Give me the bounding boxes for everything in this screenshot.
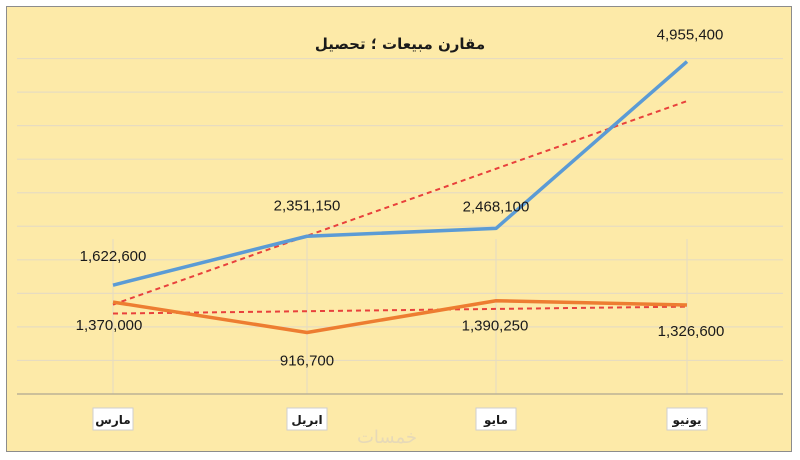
- x-tick-box: [475, 407, 517, 431]
- x-tick-label: مايو: [483, 413, 508, 428]
- watermark-text: خمسات: [357, 427, 417, 448]
- trendline: [112, 305, 688, 315]
- trendlines: [112, 100, 688, 315]
- series-line: [112, 60, 689, 287]
- data-label: 1,622,600: [80, 248, 147, 265]
- chart-frame: 1,622,600 2,351,150 2,468,100 4,955,400 1,37…: [6, 6, 792, 452]
- x-tick-label: ابريل: [291, 413, 322, 427]
- x-tick-box: [286, 407, 328, 431]
- data-label: 2,468,100: [463, 198, 530, 215]
- data-label: 2,351,150: [274, 197, 341, 214]
- gridlines: [17, 57, 783, 395]
- series-lines: [112, 60, 689, 335]
- trendline: [112, 100, 688, 306]
- x-tick-label: يونيو: [672, 413, 702, 428]
- x-tick-label: مارس: [95, 413, 130, 427]
- data-label: 1,326,600: [658, 323, 725, 340]
- data-label: 1,390,250: [462, 318, 529, 335]
- category-tick-lines: [112, 239, 688, 394]
- x-axis: مارس ابريل مايو يونيو: [17, 393, 783, 431]
- x-tick-box: [92, 407, 134, 431]
- data-label: 1,370,000: [76, 317, 143, 334]
- x-tick-box: [666, 407, 708, 431]
- line-chart: 1,622,600 2,351,150 2,468,100 4,955,400 1,37…: [17, 27, 783, 448]
- data-label: 916,700: [280, 352, 334, 369]
- data-labels: 1,622,600 2,351,150 2,468,100 4,955,400 1,37…: [76, 27, 725, 370]
- chart-title: مقارن مبيعات ؛ تحصيل: [315, 35, 485, 53]
- data-label: 4,955,400: [657, 27, 724, 44]
- series-line: [112, 298, 688, 335]
